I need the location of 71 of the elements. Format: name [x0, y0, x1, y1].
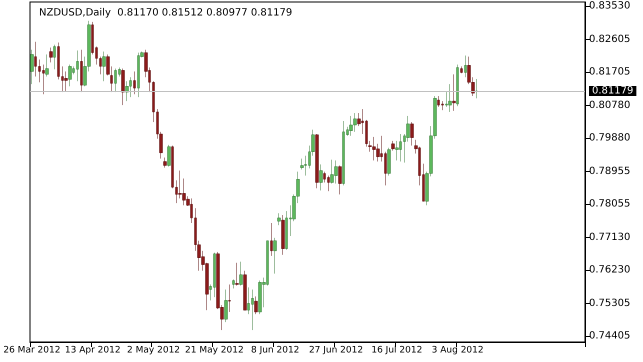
candlestick: [319, 164, 323, 191]
candlestick: [475, 78, 478, 99]
candlestick: [239, 261, 243, 286]
text: NZDUSD,Daily 0.81170 0.81512 0.80977 0.81179: [39, 8, 292, 18]
candlestick: [281, 214, 285, 256]
y-tick-label: 0.77130: [589, 232, 630, 243]
x-tick-label: 16 Jul 2012: [371, 346, 422, 356]
candlestick: [30, 49, 34, 84]
candlestick: [213, 252, 216, 298]
candlestick: [464, 55, 467, 78]
candlestick: [114, 68, 117, 92]
candlestick: [330, 159, 334, 184]
candlestick: [456, 64, 459, 106]
candlestick: [327, 175, 330, 192]
y-tick-label: 0.75305: [589, 298, 630, 309]
candlestick: [452, 74, 456, 112]
candlestick: [76, 50, 79, 82]
candlestick: [224, 289, 228, 322]
candlestick: [270, 222, 273, 256]
candlestick: [232, 279, 235, 289]
candlestick: [353, 112, 357, 132]
candlestick: [349, 116, 353, 136]
x-tick-label: 2 May 2012: [127, 346, 180, 356]
y-tick-label: 0.81705: [589, 66, 630, 78]
candlestick: [315, 134, 319, 189]
x-tick-label: 27 Jun 2012: [308, 346, 364, 356]
x-tick-label: 8 Jun 2012: [250, 346, 300, 356]
candlestick: [53, 44, 56, 70]
candlestick: [391, 140, 395, 151]
candlestick: [68, 64, 72, 87]
candlestick: [277, 212, 281, 226]
candlestick: [338, 165, 342, 195]
y-tick-label: 0.82605: [589, 34, 630, 45]
candlestick: [121, 68, 125, 106]
y-tick-label: 0.74405: [589, 330, 630, 342]
candlestick: [133, 71, 136, 94]
candlestick: [129, 76, 132, 98]
candlestick: [251, 289, 254, 330]
candlestick: [399, 134, 402, 162]
candlestick: [163, 157, 167, 168]
x-tick-label: 21 May 2012: [185, 346, 244, 356]
candlestick: [102, 51, 106, 82]
candlestick: [49, 47, 53, 63]
candlestick: [167, 144, 171, 167]
x-tick-label: 3 Aug 2012: [432, 346, 484, 356]
candlestick: [137, 52, 140, 98]
candlestick: [448, 84, 452, 112]
y-tick-label: 0.80780: [589, 100, 630, 111]
candlestick: [45, 54, 49, 77]
candlestick: [437, 96, 440, 108]
x-tick-label: 13 Apr 2012: [64, 346, 121, 356]
candlestick: [410, 122, 414, 146]
candlestick: [80, 49, 83, 92]
candlestick: [228, 284, 231, 312]
candlestick: [387, 148, 391, 176]
candlestick: [243, 270, 247, 310]
candlestick: [273, 238, 277, 274]
candlestick: [334, 160, 338, 184]
y-tick-label: 0.78955: [589, 166, 630, 177]
y-tick-label: 0.79880: [589, 132, 630, 144]
y-tick-label: 0.83530: [589, 0, 630, 12]
y-tick-label: 0.76230: [589, 264, 630, 276]
candlestick: [372, 136, 376, 161]
candlestick: [460, 66, 463, 74]
y-tick-label: 0.78055: [589, 198, 630, 210]
candlestick: [235, 262, 239, 286]
candlestick: [254, 296, 258, 314]
candlestick: [258, 280, 262, 314]
x-tick-label: 26 Mar 2012: [3, 346, 60, 356]
ref-line-label: 0.81179: [592, 86, 634, 97]
candlestick: [342, 120, 345, 186]
